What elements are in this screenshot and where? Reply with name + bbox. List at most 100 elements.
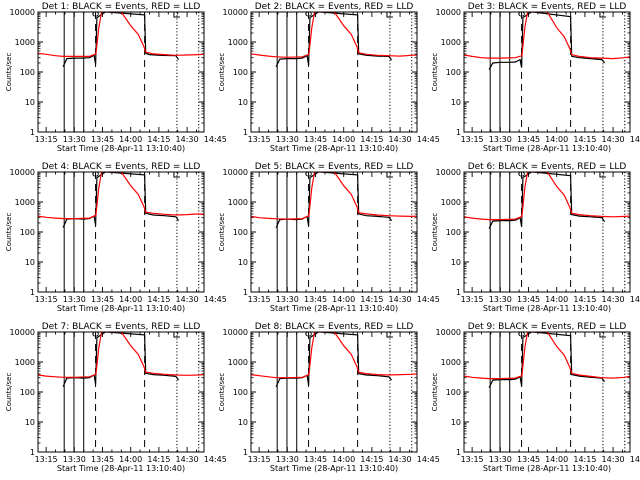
x-tick-label: 13:45 (517, 455, 540, 464)
x-axis-label: Start Time (28-Apr-11 13:10:40) (57, 464, 185, 473)
x-axis-label: Start Time (28-Apr-11 13:10:40) (483, 304, 611, 313)
x-tick-label: 13:45 (91, 455, 114, 464)
panel-title: Det 1: BLACK = Events, RED = LLD (42, 2, 201, 12)
plot-frame (250, 331, 418, 453)
bracket-marker (386, 172, 393, 178)
x-tick-label: 14:45 (204, 295, 227, 304)
x-tick-label: 13:30 (63, 135, 86, 144)
x-tick-label: 14:15 (573, 455, 596, 464)
panel-title: Det 6: BLACK = Events, RED = LLD (468, 162, 627, 172)
y-tick-label: 10 (25, 258, 35, 267)
x-tick-label: 13:30 (63, 455, 86, 464)
x-tick-label: 13:45 (517, 135, 540, 144)
x-tick-label: 13:15 (461, 295, 484, 304)
x-tick-label: 13:15 (35, 135, 58, 144)
plot-frame (463, 11, 631, 133)
lld-series-line (464, 12, 630, 60)
x-axis-label: Start Time (28-Apr-11 13:10:40) (57, 304, 185, 313)
y-tick-label: 10 (451, 418, 461, 427)
x-tick-label: 14:45 (630, 455, 640, 464)
y-tick-label: 10000 (10, 328, 35, 337)
x-tick-label: 14:45 (417, 295, 440, 304)
bracket-marker (599, 12, 606, 18)
x-axis-label: Start Time (28-Apr-11 13:10:40) (57, 144, 185, 153)
x-axis-label: Start Time (28-Apr-11 13:10:40) (270, 464, 398, 473)
y-tick-label: 100 (446, 68, 461, 77)
y-tick-label: 10 (25, 98, 35, 107)
y-tick-label: 10000 (223, 328, 248, 337)
events-series-line (488, 12, 606, 70)
x-tick-label: 14:30 (176, 135, 199, 144)
x-tick-label: 13:15 (248, 135, 271, 144)
lld-series-line (251, 172, 417, 220)
lld-series-line (464, 172, 630, 221)
events-series-line (275, 332, 393, 387)
detector-panel-8: Det 8: BLACK = Events, RED = LLD Counts/s… (218, 322, 440, 473)
detector-panel-2: Det 2: BLACK = Events, RED = LLD Counts/s… (218, 2, 440, 153)
x-tick-label: 14:15 (147, 455, 170, 464)
y-tick-label: 1000 (441, 38, 461, 47)
panel-title: Det 5: BLACK = Events, RED = LLD (255, 162, 414, 172)
y-tick-label: 100 (233, 228, 248, 237)
x-tick-label: 13:45 (304, 135, 327, 144)
detector-panel-6: Det 6: BLACK = Events, RED = LLD Counts/s… (431, 162, 640, 313)
events-series-line (488, 172, 606, 229)
plot-frame (463, 331, 631, 453)
x-tick-label: 14:00 (332, 135, 355, 144)
lld-series-line (251, 332, 417, 379)
panel-title: Det 4: BLACK = Events, RED = LLD (42, 162, 201, 172)
panel-title: Det 3: BLACK = Events, RED = LLD (468, 2, 627, 12)
events-series-line (62, 332, 180, 387)
y-tick-label: 1000 (228, 198, 248, 207)
y-tick-label: 1000 (15, 358, 35, 367)
x-tick-label: 14:15 (360, 135, 383, 144)
detector-panel-1: Det 1: BLACK = Events, RED = LLD Counts/s… (5, 2, 227, 153)
x-tick-label: 14:30 (602, 455, 625, 464)
x-tick-label: 14:00 (119, 455, 142, 464)
y-tick-label: 1000 (441, 358, 461, 367)
y-tick-label: 1 (243, 128, 248, 137)
y-tick-label: 10000 (10, 168, 35, 177)
y-tick-label: 1000 (15, 198, 35, 207)
x-tick-label: 13:45 (517, 295, 540, 304)
plot-frame (250, 11, 418, 133)
x-tick-label: 13:30 (276, 295, 299, 304)
x-tick-label: 13:45 (91, 135, 114, 144)
y-tick-label: 10000 (223, 8, 248, 17)
detector-panel-4: Det 4: BLACK = Events, RED = LLD Counts/s… (5, 162, 227, 313)
y-axis-label: Counts/sec (5, 373, 13, 412)
bracket-marker (599, 172, 606, 178)
x-axis-label: Start Time (28-Apr-11 13:10:40) (483, 464, 611, 473)
detector-panel-9: Det 9: BLACK = Events, RED = LLD Counts/s… (431, 322, 640, 473)
events-series-line (488, 332, 606, 388)
lld-series-line (38, 12, 204, 58)
x-tick-label: 13:45 (304, 455, 327, 464)
y-tick-label: 1 (456, 128, 461, 137)
y-tick-label: 10 (451, 258, 461, 267)
events-series-line (275, 12, 393, 67)
x-tick-label: 14:45 (417, 455, 440, 464)
y-axis-label: Counts/sec (5, 53, 13, 92)
bracket-marker (173, 12, 180, 18)
y-axis-label: Counts/sec (218, 213, 226, 252)
x-tick-label: 13:30 (489, 295, 512, 304)
x-tick-label: 13:15 (248, 295, 271, 304)
y-tick-label: 10000 (436, 328, 461, 337)
panel-title: Det 8: BLACK = Events, RED = LLD (255, 322, 414, 332)
x-tick-label: 14:30 (176, 295, 199, 304)
y-tick-label: 10000 (436, 8, 461, 17)
detector-panel-5: Det 5: BLACK = Events, RED = LLD Counts/s… (218, 162, 440, 313)
x-tick-label: 13:45 (304, 295, 327, 304)
x-tick-label: 14:30 (389, 295, 412, 304)
y-tick-label: 1 (30, 448, 35, 457)
y-tick-label: 10 (25, 418, 35, 427)
plot-frame (37, 11, 205, 133)
x-tick-label: 14:15 (573, 295, 596, 304)
x-tick-label: 13:15 (248, 455, 271, 464)
y-tick-label: 1 (456, 288, 461, 297)
y-tick-label: 1 (243, 288, 248, 297)
y-tick-label: 100 (446, 388, 461, 397)
x-tick-label: 14:45 (417, 135, 440, 144)
x-tick-label: 14:00 (545, 455, 568, 464)
